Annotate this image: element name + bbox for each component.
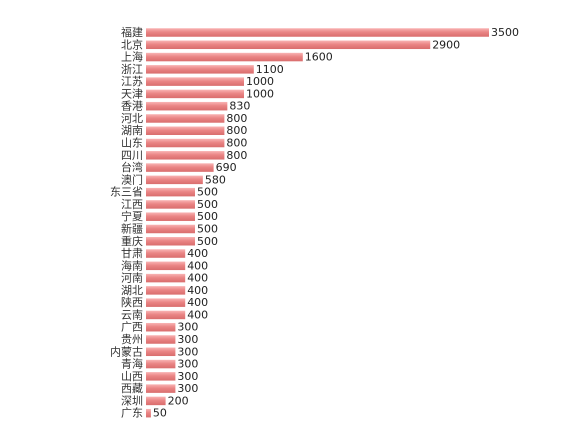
- bar: [146, 212, 195, 221]
- bar: [146, 237, 195, 246]
- category-label: 甘肃: [121, 247, 143, 260]
- category-label: 深圳: [121, 394, 143, 407]
- bar: [146, 298, 186, 307]
- bar: [146, 273, 186, 283]
- value-label: 400: [187, 259, 208, 272]
- value-label: 300: [177, 370, 198, 383]
- value-label: 800: [226, 137, 247, 150]
- value-label: 580: [205, 173, 226, 186]
- bar: [146, 396, 166, 406]
- bar: [146, 89, 244, 99]
- value-label: 200: [168, 394, 189, 407]
- category-label: 台湾: [121, 160, 143, 174]
- value-label: 1600: [305, 51, 333, 64]
- category-label: 云南: [121, 308, 143, 321]
- value-label: 300: [177, 345, 198, 358]
- value-label: 400: [187, 272, 208, 285]
- value-label: 690: [216, 161, 237, 174]
- bar: [146, 408, 151, 418]
- bar: [146, 322, 176, 332]
- bar: [146, 114, 225, 123]
- category-label: 海南: [121, 258, 143, 272]
- value-label: 400: [187, 308, 208, 321]
- category-label: 西藏: [121, 382, 143, 395]
- category-label: 北京: [121, 37, 143, 51]
- bar: [146, 151, 225, 160]
- bar: [146, 224, 195, 234]
- bar: [146, 187, 195, 197]
- value-label: 3500: [491, 26, 519, 39]
- category-label: 湖南: [121, 124, 143, 137]
- value-label: 400: [187, 296, 208, 309]
- bar: [146, 101, 228, 111]
- bar: [146, 359, 176, 369]
- bar: [146, 200, 195, 209]
- value-label: 830: [229, 100, 250, 113]
- value-label: 1000: [246, 87, 274, 100]
- bar: [146, 138, 225, 148]
- category-label: 福建: [121, 25, 143, 39]
- value-label: 500: [197, 222, 218, 235]
- category-label: 青海: [121, 357, 143, 371]
- category-label: 浙江: [121, 63, 143, 76]
- value-label: 300: [177, 358, 198, 371]
- category-label: 湖北: [121, 284, 143, 297]
- category-label: 江苏: [121, 75, 143, 88]
- bar: [146, 77, 244, 86]
- bar: [146, 335, 176, 344]
- value-label: 2900: [432, 38, 460, 51]
- category-label: 东三省: [110, 186, 143, 199]
- category-label: 山东: [121, 137, 143, 150]
- value-label: 300: [177, 321, 198, 334]
- value-label: 300: [177, 382, 198, 395]
- value-label: 1000: [246, 75, 274, 88]
- category-label: 陕西: [121, 295, 143, 309]
- category-label: 上海: [121, 50, 143, 64]
- category-label: 四川: [121, 149, 143, 162]
- value-label: 500: [197, 210, 218, 223]
- category-label: 香港: [121, 100, 143, 113]
- bar: [146, 65, 254, 74]
- category-label: 澳门: [121, 172, 143, 186]
- category-label: 河北: [121, 112, 143, 125]
- category-label: 河南: [121, 272, 143, 285]
- bar: [146, 175, 203, 185]
- value-label: 500: [197, 198, 218, 211]
- bar: [146, 163, 214, 172]
- value-label: 500: [197, 186, 218, 199]
- value-label: 800: [226, 112, 247, 125]
- category-label: 山西: [121, 370, 143, 383]
- category-label: 内蒙古: [110, 344, 143, 358]
- value-label: 500: [197, 235, 218, 248]
- category-label: 重庆: [121, 234, 143, 248]
- value-label: 400: [187, 247, 208, 260]
- value-label: 50: [153, 407, 167, 420]
- bar: [146, 249, 186, 258]
- bar: [146, 40, 431, 50]
- bar: [146, 286, 186, 295]
- category-label: 宁夏: [121, 209, 143, 223]
- value-label: 300: [177, 333, 198, 346]
- category-label: 广东: [121, 407, 143, 420]
- bar: [146, 261, 186, 271]
- bar: [146, 347, 176, 357]
- bar: [146, 310, 186, 320]
- value-label: 800: [226, 124, 247, 137]
- value-label: 1100: [256, 63, 284, 76]
- category-label: 天津: [121, 87, 143, 100]
- category-label: 贵州: [121, 333, 143, 346]
- bar: [146, 28, 489, 37]
- value-label: 400: [187, 284, 208, 297]
- bar: [146, 52, 303, 62]
- bar: [146, 372, 176, 381]
- bar: [146, 384, 176, 393]
- category-label: 江西: [121, 198, 143, 211]
- bar: [146, 126, 225, 135]
- category-label: 广西: [121, 321, 143, 334]
- value-label: 800: [226, 149, 247, 162]
- category-label: 新疆: [121, 221, 143, 235]
